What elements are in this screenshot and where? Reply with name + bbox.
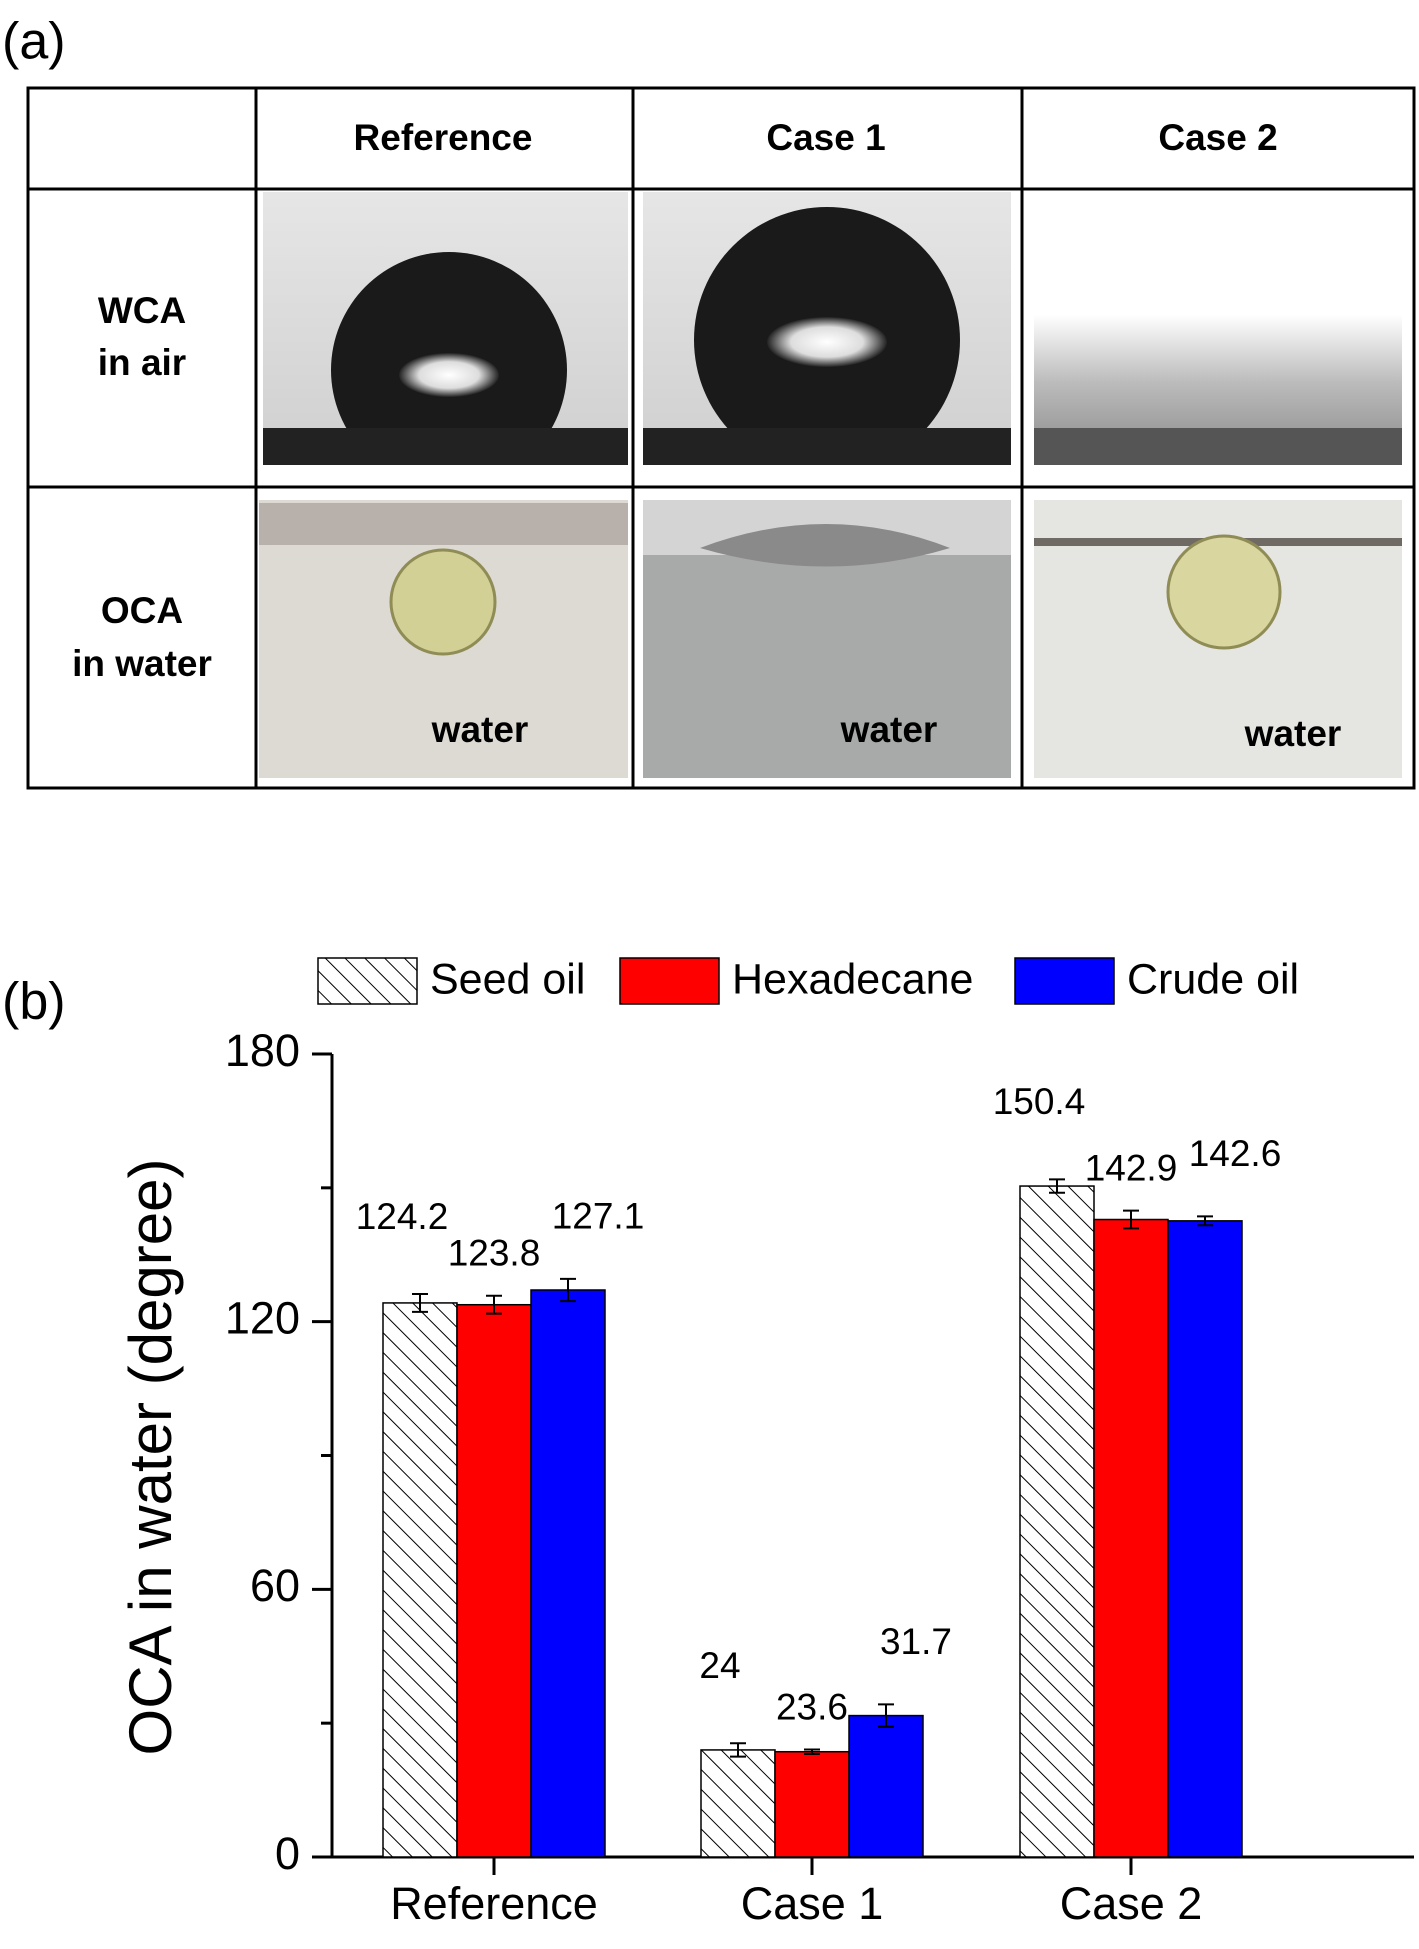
row-label: in water	[72, 643, 212, 684]
row-label: WCA	[98, 290, 186, 331]
legend-swatch	[619, 957, 720, 1005]
y-tick-label: 180	[225, 1025, 300, 1076]
column-header: Case 2	[1158, 117, 1277, 158]
bar	[774, 1750, 850, 1858]
photo	[263, 192, 628, 465]
legend-label: Crude oil	[1127, 955, 1299, 1003]
error-bar	[1049, 1178, 1065, 1194]
panel-label: (a)	[2, 13, 66, 71]
value-label: 23.6	[776, 1686, 848, 1727]
error-bar	[560, 1277, 576, 1303]
photo	[643, 500, 1011, 778]
error-bar	[1197, 1215, 1213, 1227]
row-label: OCA	[101, 590, 183, 631]
legend-swatch	[317, 957, 418, 1005]
legend-swatch	[1014, 957, 1115, 1005]
x-tick-label: Case 2	[1060, 1878, 1203, 1929]
error-bar	[730, 1742, 746, 1758]
value-label: 124.2	[356, 1196, 449, 1237]
error-bar	[412, 1293, 428, 1313]
error-bar	[486, 1294, 502, 1315]
value-label: 142.6	[1189, 1133, 1282, 1174]
photo	[1034, 500, 1402, 778]
row-label: in air	[98, 342, 186, 383]
image-label: water	[431, 709, 529, 750]
bar	[456, 1303, 532, 1858]
bar	[1093, 1218, 1169, 1858]
table	[26, 86, 1416, 790]
photo	[643, 192, 1011, 465]
column-header: Reference	[354, 117, 533, 158]
image-label: water	[1244, 713, 1342, 754]
bar	[700, 1749, 776, 1858]
y-tick-label: 0	[275, 1828, 300, 1879]
photo	[259, 500, 628, 778]
legend-label: Hexadecane	[732, 955, 973, 1003]
value-label: 142.9	[1085, 1147, 1178, 1188]
y-tick-label: 120	[225, 1293, 300, 1344]
y-tick-label: 60	[250, 1560, 300, 1611]
photo	[1034, 192, 1402, 465]
x-tick-label: Case 1	[741, 1878, 884, 1929]
legend-label: Seed oil	[430, 955, 585, 1003]
column-header: Case 1	[766, 117, 885, 158]
bar	[382, 1302, 458, 1858]
error-bar	[804, 1748, 820, 1755]
bar	[848, 1714, 924, 1858]
x-tick-label: Reference	[390, 1878, 598, 1929]
error-bar	[1123, 1209, 1139, 1230]
error-bar	[878, 1703, 894, 1728]
bar	[1019, 1185, 1095, 1858]
value-label: 31.7	[880, 1621, 952, 1662]
image-label: water	[840, 709, 938, 750]
value-label: 150.4	[993, 1081, 1086, 1122]
bar	[530, 1289, 606, 1858]
y-axis-title: OCA in water (degree)	[117, 1159, 184, 1756]
panel-label: (b)	[2, 973, 66, 1031]
value-label: 127.1	[552, 1196, 645, 1237]
value-label: 123.8	[448, 1233, 541, 1274]
value-label: 24	[699, 1645, 740, 1686]
bar	[1167, 1220, 1243, 1858]
